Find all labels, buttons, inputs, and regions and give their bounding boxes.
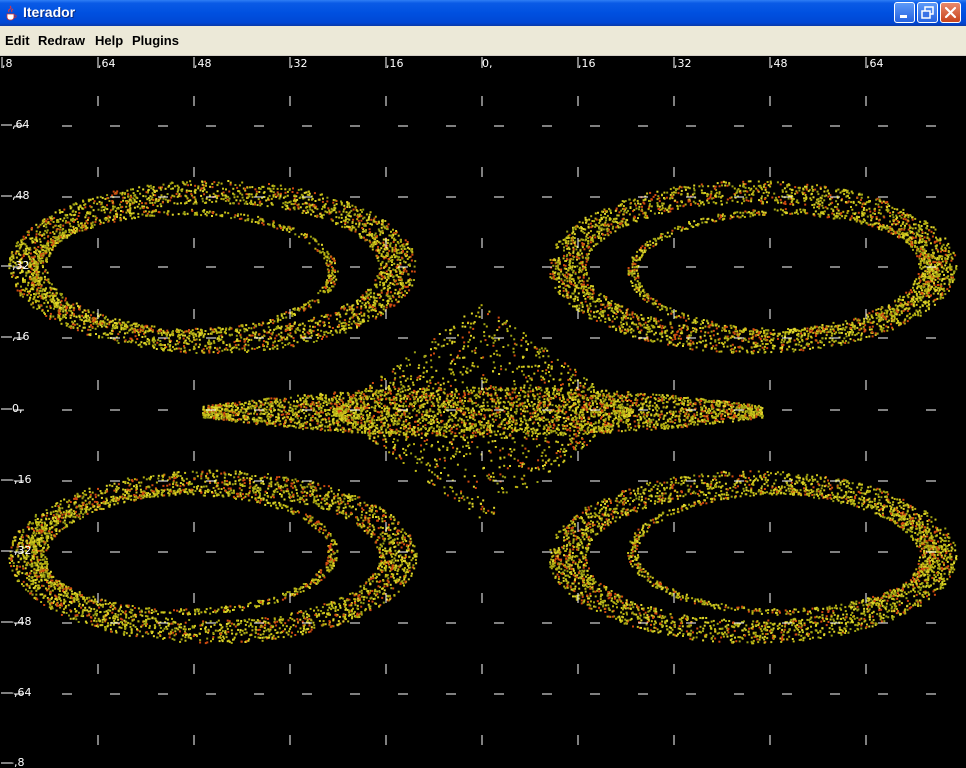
y-tick-label: ,32 (12, 259, 30, 272)
x-tick-label: ,32 (674, 57, 692, 70)
x-tick-label: ,16 (578, 57, 596, 70)
y-tick-label: ,16 (12, 330, 30, 343)
y-tick-label: ,48 (12, 189, 30, 202)
y-tick-label: -,32 (10, 544, 31, 557)
plot-svg: ,8 ,64 ,48 ,32 ,16 0, ,16 ,32 ,48 ,64 ,6… (1, 57, 958, 768)
y-tick-label: -,16 (10, 473, 31, 486)
x-tick-label: 0, (482, 57, 493, 70)
plot-canvas[interactable]: ,8 ,64 ,48 ,32 ,16 0, ,16 ,32 ,48 ,64 ,6… (0, 56, 966, 768)
menu-edit[interactable]: Edit (5, 33, 30, 48)
attractor-points (8, 180, 958, 645)
y-tick-label: -,8 (10, 756, 24, 768)
y-axis-ticks: ,64 ,48 ,32 ,16 0, -,16 -,32 -,48 -,64 -… (10, 118, 31, 768)
x-tick-label: ,16 (386, 57, 404, 70)
x-tick-label: ,8 (2, 57, 13, 70)
y-tick-label: 0, (12, 402, 23, 415)
restore-button[interactable] (917, 2, 938, 23)
x-tick-label: ,64 (98, 57, 116, 70)
minimize-icon (900, 15, 907, 18)
y-tick-label: ,64 (12, 118, 30, 131)
x-tick-label: ,48 (194, 57, 212, 70)
minimize-button[interactable] (894, 2, 915, 23)
x-axis-ticks: ,8 ,64 ,48 ,32 ,16 0, ,16 ,32 ,48 ,64 (2, 57, 884, 70)
close-icon (944, 6, 957, 19)
java-cup-icon (3, 5, 19, 21)
close-button[interactable] (940, 2, 961, 23)
x-tick-label: ,48 (770, 57, 788, 70)
window-title: Iterador (23, 4, 76, 20)
grid-marks (1, 57, 936, 764)
restore-icon (921, 6, 934, 19)
title-bar[interactable]: Iterador (0, 0, 966, 26)
y-tick-label: -,64 (10, 686, 31, 699)
x-tick-label: ,64 (866, 57, 884, 70)
x-tick-label: ,32 (290, 57, 308, 70)
menu-bar: Edit Redraw Help Plugins (0, 26, 966, 56)
menu-redraw[interactable]: Redraw (38, 33, 85, 48)
y-tick-label: -,48 (10, 615, 31, 628)
menu-help[interactable]: Help (95, 33, 124, 48)
menu-plugins[interactable]: Plugins (132, 33, 179, 48)
